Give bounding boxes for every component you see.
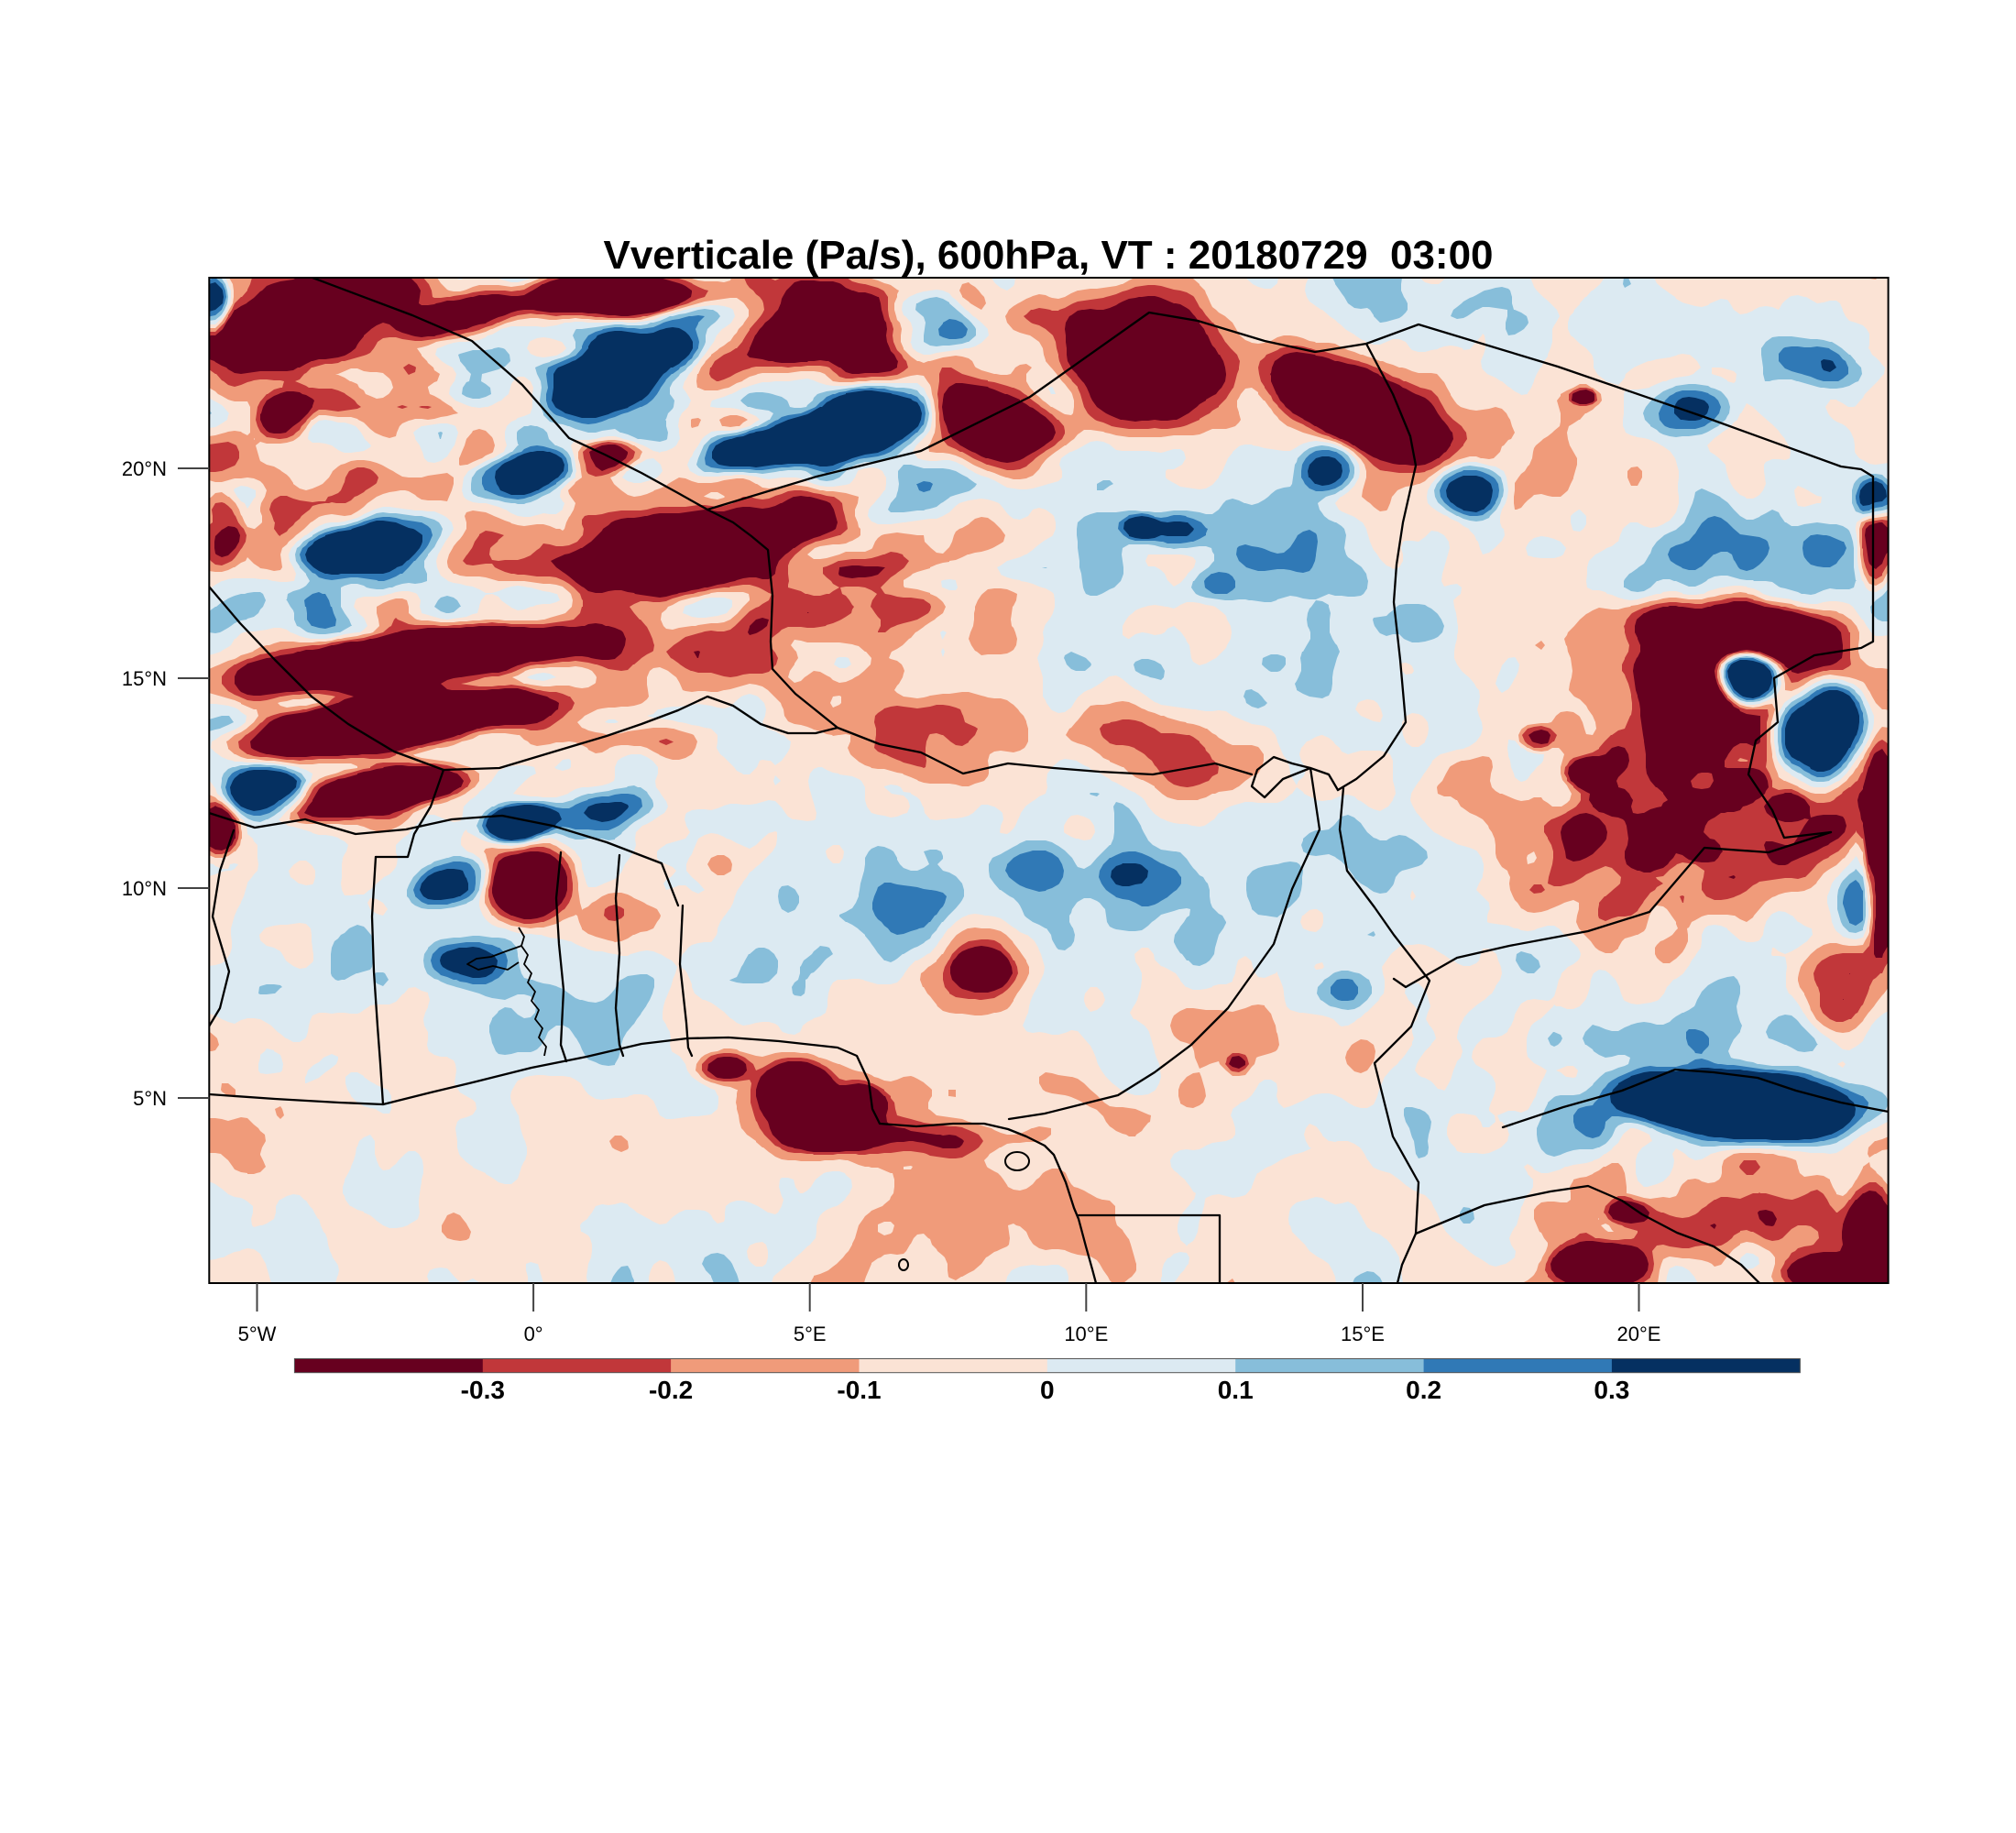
svg-text:0.3: 0.3 [1594,1376,1629,1404]
svg-text:0°: 0° [524,1323,543,1345]
svg-text:10°E: 10°E [1064,1323,1108,1345]
svg-text:-0.3: -0.3 [461,1376,505,1404]
svg-text:0.1: 0.1 [1218,1376,1254,1404]
svg-text:10°N: 10°N [122,877,167,900]
svg-text:-0.2: -0.2 [649,1376,693,1404]
svg-text:5°N: 5°N [133,1087,167,1110]
svg-text:20°E: 20°E [1617,1323,1661,1345]
svg-text:5°E: 5°E [794,1323,827,1345]
svg-text:Vverticale (Pa/s), 600hPa, VT: Vverticale (Pa/s), 600hPa, VT : 20180729… [603,233,1493,278]
svg-text:0: 0 [1040,1376,1055,1404]
svg-text:-0.1: -0.1 [837,1376,881,1404]
svg-text:15°N: 15°N [122,667,167,690]
svg-text:15°E: 15°E [1341,1323,1385,1345]
svg-text:0.2: 0.2 [1406,1376,1441,1404]
svg-text:20°N: 20°N [122,457,167,480]
svg-text:5°W: 5°W [238,1323,277,1345]
